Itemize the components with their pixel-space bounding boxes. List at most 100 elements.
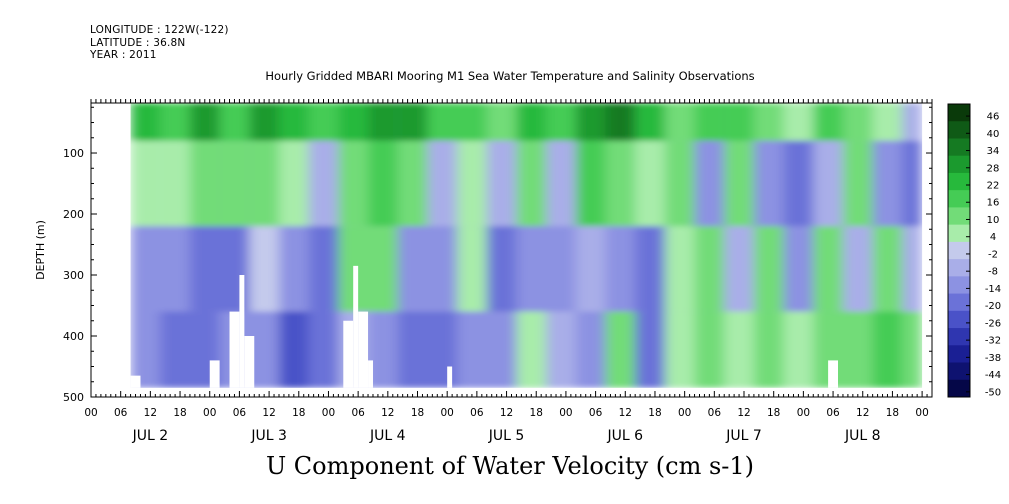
x-tick-label: 06: [351, 407, 365, 419]
y-tick-label: 500: [63, 391, 84, 404]
x-day-label: JUL 5: [488, 428, 525, 444]
field-cell: [783, 311, 814, 388]
no-data-right: [922, 103, 932, 397]
field-cell: [872, 311, 903, 388]
colorbar-label: -14: [985, 284, 1001, 295]
field-cell: [249, 140, 279, 227]
field-cell: [664, 226, 695, 312]
year-label: YEAR : 2011: [90, 49, 157, 61]
x-day-label: JUL 7: [725, 428, 762, 444]
field-cell: [872, 226, 903, 312]
field-cell: [130, 311, 161, 388]
field-cell: [605, 103, 636, 141]
field-cell: [249, 226, 279, 312]
missing-region: [447, 366, 453, 388]
field-cell: [308, 103, 339, 141]
missing-region: [343, 320, 354, 388]
field-cell: [249, 103, 279, 141]
field-cell: [160, 311, 190, 388]
colorbar-swatch: [948, 138, 970, 157]
x-tick-label: 18: [648, 407, 661, 419]
x-tick-label: 18: [886, 407, 899, 419]
x-tick-label: 18: [530, 407, 543, 419]
field-cell: [902, 311, 923, 388]
field-cell: [842, 103, 873, 141]
x-axis-title: U Component of Water Velocity (cm s-1): [265, 452, 755, 480]
field-cell: [486, 140, 517, 227]
missing-region: [130, 375, 141, 388]
colorbar-swatch: [948, 276, 970, 295]
colorbar-swatch: [948, 207, 970, 226]
field-cell: [753, 311, 784, 388]
colorbar-swatch: [948, 379, 970, 398]
colorbar-swatch: [948, 224, 970, 243]
field-cell: [486, 103, 517, 141]
field-cell: [516, 226, 547, 312]
x-tick-label: 18: [767, 407, 780, 419]
field-cell: [160, 140, 190, 227]
missing-region: [229, 311, 240, 388]
field-cell: [338, 103, 369, 141]
x-tick-label: 12: [262, 407, 275, 419]
field-cell: [783, 226, 814, 312]
field-cell: [278, 311, 309, 388]
x-tick-label: 12: [856, 407, 869, 419]
field-cell: [457, 140, 487, 227]
x-tick-label: 00: [915, 407, 928, 419]
no-data-left: [91, 103, 131, 397]
colorbar-label: 34: [987, 146, 1000, 157]
colorbar-label: 4: [990, 232, 996, 243]
x-tick-label: 00: [84, 407, 97, 419]
y-tick-label: 400: [63, 330, 84, 343]
field-cell: [842, 311, 873, 388]
x-tick-label: 18: [411, 407, 424, 419]
field-cell: [368, 103, 398, 141]
colorbar-swatch: [948, 121, 970, 139]
field-cell: [397, 311, 428, 388]
x-tick-label: 12: [381, 407, 394, 419]
field-cell: [486, 311, 517, 388]
field-cell: [813, 140, 843, 227]
field-cell: [872, 140, 903, 227]
missing-data-regions: [91, 103, 932, 397]
x-day-label: JUL 4: [369, 428, 406, 444]
field-cell: [308, 140, 339, 227]
colorbar-label: -20: [985, 301, 1001, 312]
colorbar-swatch: [948, 190, 970, 208]
field-cell: [575, 103, 606, 141]
field-cell: [724, 140, 754, 227]
field-cell: [872, 103, 903, 141]
x-day-label: JUL 6: [607, 428, 644, 444]
field-cell: [694, 226, 725, 312]
field-cell: [130, 226, 161, 312]
field-cell: [516, 140, 547, 227]
colorbar-label: 40: [987, 129, 1000, 140]
field-cell: [664, 311, 695, 388]
colorbar-label: -50: [985, 387, 1001, 398]
colorbar-label: -44: [985, 370, 1001, 381]
x-tick-label: 06: [233, 407, 247, 419]
field-cell: [902, 140, 923, 227]
field-cell: [635, 311, 665, 388]
field-cell: [694, 140, 725, 227]
colorbar-swatch: [948, 104, 970, 122]
field-cell: [130, 103, 161, 141]
missing-region: [358, 311, 369, 388]
x-tick-label: 18: [173, 407, 186, 419]
field-cells: [130, 103, 923, 388]
x-day-label: JUL 2: [132, 428, 169, 444]
colorbar-label: -38: [985, 353, 1001, 364]
x-tick-label: 06: [470, 407, 484, 419]
y-tick-label: 100: [63, 147, 84, 160]
field-cell: [753, 140, 784, 227]
field-cell: [546, 311, 576, 388]
field-cell: [605, 311, 636, 388]
longitude-label: LONGITUDE : 122W(-122): [90, 24, 229, 36]
colorbar-swatch: [948, 241, 970, 260]
field-cell: [546, 226, 576, 312]
colorbar-label: 22: [987, 181, 1000, 192]
x-day-label: JUL 3: [250, 428, 287, 444]
colorbar-label: -32: [985, 336, 1001, 347]
field-cell: [160, 226, 190, 312]
colorbar-swatch: [948, 259, 970, 277]
